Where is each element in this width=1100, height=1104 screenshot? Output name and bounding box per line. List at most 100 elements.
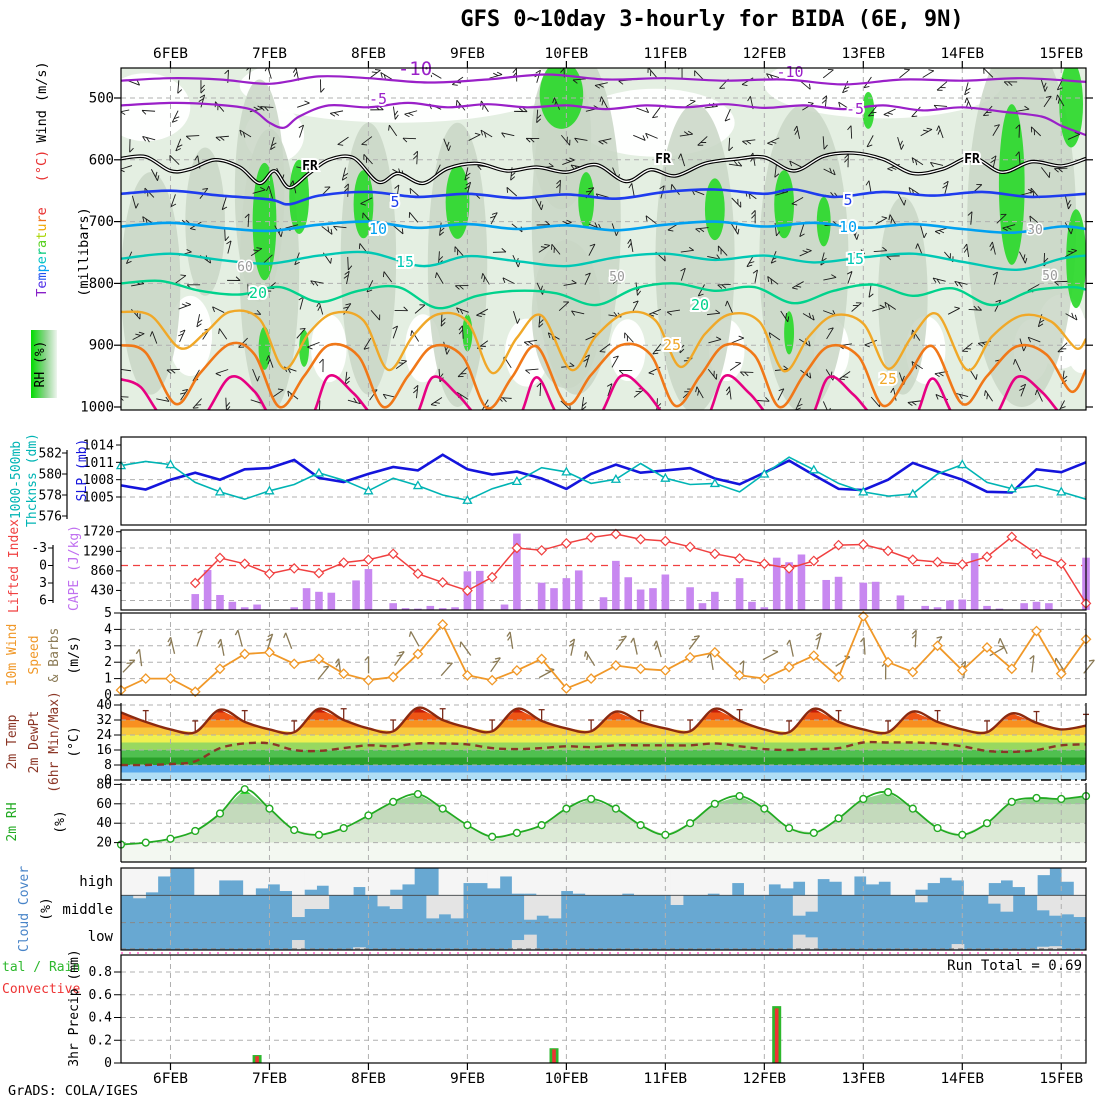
rh2m-marker: [241, 786, 248, 793]
cloud-category-label: high: [79, 874, 113, 890]
wind-barb-feather: [912, 116, 917, 117]
rh2m-marker: [464, 822, 471, 829]
wind10m-tick-label: 3: [104, 639, 112, 654]
cloud-high-bar: [793, 869, 806, 882]
rh2m-marker: [711, 800, 718, 807]
rh2m-marker: [860, 796, 867, 803]
upper-air-panel: [101, 36, 1096, 425]
temp2m-axis-label-3: (6hr Min/Max): [47, 691, 62, 793]
cloud-high-bar: [927, 869, 940, 884]
date-label-top: 13FEB: [841, 46, 885, 62]
cloud-high-bar: [316, 869, 329, 886]
cape-bar: [253, 605, 261, 610]
thickness-tick-label: 576: [39, 510, 62, 525]
rh-dry-zone: [101, 73, 190, 141]
cloud-middle-bar: [805, 896, 818, 912]
rh-contour-label: 60: [237, 260, 253, 275]
lifted-index-tick-label: 3: [39, 576, 47, 591]
wind-barb: [411, 631, 419, 646]
wind10m-marker: [141, 674, 150, 683]
temp2m-tick-label: 24: [96, 728, 112, 743]
date-label-bottom: 8FEB: [351, 1071, 386, 1087]
lifted-index-marker: [240, 559, 249, 568]
rh2m-axis-label: 2m RH: [5, 802, 20, 841]
wind-barb-feather: [998, 638, 1000, 643]
cloud-high-bar: [1013, 869, 1026, 888]
thickness-tick-label: 580: [39, 468, 62, 483]
wind10m-axis-label-1: 10m Wind: [5, 624, 20, 687]
contour-label: 5: [843, 191, 852, 209]
wind10m-marker: [512, 666, 521, 675]
wind-barb-feather: [1089, 660, 1094, 661]
wind10m-axis-label-4: (m/s): [67, 635, 82, 674]
rh-contour-label: 50: [1042, 269, 1058, 284]
cape-bar: [624, 577, 632, 610]
wind-barb-feather: [336, 663, 339, 668]
rh2m-tick-label: 80: [96, 777, 112, 792]
slp-line: [121, 455, 1086, 493]
rh2m-axis-unit: (%): [53, 810, 68, 833]
cloud-high-bar: [683, 869, 696, 896]
lifted-index-marker: [636, 535, 645, 544]
cloud-high-bar: [487, 869, 500, 889]
wind-barb-feather: [196, 405, 201, 406]
wind10m-marker: [265, 648, 274, 657]
wind-barb: [718, 284, 731, 285]
wind-barb-feather: [375, 70, 380, 71]
cloud-cover-axis-unit: (%): [39, 897, 54, 920]
cape-bar: [860, 583, 868, 610]
date-label-bottom: 10FEB: [545, 1071, 589, 1087]
contour-label: 25: [879, 370, 897, 388]
cloud-high-bar: [720, 869, 733, 896]
lifted-index-marker: [958, 560, 967, 569]
lifted-index-marker: [1057, 559, 1066, 568]
lifted-index-marker: [735, 554, 744, 563]
cloud-high-bar: [549, 869, 562, 896]
pressure-tick-label: 800: [89, 276, 114, 292]
temperature-axis-label: Temperature: [34, 207, 50, 297]
rh2m-marker: [167, 835, 174, 842]
rh2m-marker: [415, 791, 422, 798]
precip-tick-label: 0.2: [89, 1033, 112, 1048]
rh-saturated-zone: [999, 104, 1025, 265]
pressure-tick-label: 1000: [80, 400, 114, 416]
rh-axis-label: RH (%): [33, 341, 48, 388]
thickness-axis-label-2: Thcknss (dm): [25, 433, 40, 527]
cloud-high-bar: [915, 869, 928, 890]
cloud-high-bar: [732, 869, 745, 884]
cloud-high-bar: [133, 869, 146, 896]
cape-bar: [736, 578, 744, 610]
cloud-high-bar: [512, 869, 525, 894]
wind-barb: [616, 636, 626, 650]
rh2m-marker: [489, 833, 496, 840]
run-total-text: Run Total = 0.69: [947, 958, 1082, 974]
cloud-high-bar: [1025, 869, 1038, 896]
cloud-high-bar: [964, 869, 977, 896]
cape-bar: [501, 605, 509, 610]
cape-bar: [798, 554, 806, 610]
wind-barb-feather: [481, 346, 486, 347]
cape-tick-label: 1290: [83, 544, 114, 559]
thickness-marker: [810, 466, 818, 473]
date-label-top: 6FEB: [153, 46, 188, 62]
wind-barb: [441, 663, 452, 676]
cloud-high-bar: [878, 869, 891, 882]
cloud-middle-bar: [426, 896, 439, 919]
cloud-middle-bar: [1000, 896, 1013, 912]
rh2m-marker: [736, 793, 743, 800]
wind-barb-feather: [300, 328, 305, 329]
cloud-high-bar: [646, 869, 659, 896]
cloud-high-bar: [610, 869, 623, 896]
millibars-axis-label: (millibars): [76, 207, 92, 296]
wind-barb: [139, 649, 141, 666]
cloud-high-bar: [744, 869, 757, 896]
cloud-high-bar: [695, 869, 708, 896]
contour-label: 25: [663, 336, 681, 354]
temp2m-tick-label: 40: [96, 698, 112, 713]
degc-axis-label: (°C): [34, 150, 50, 183]
cloud-cover-axis-label: Cloud Cover: [17, 866, 32, 952]
wind-barb-feather: [193, 408, 198, 409]
rh2m-marker: [810, 830, 817, 837]
cloud-middle-bar: [1037, 896, 1050, 911]
